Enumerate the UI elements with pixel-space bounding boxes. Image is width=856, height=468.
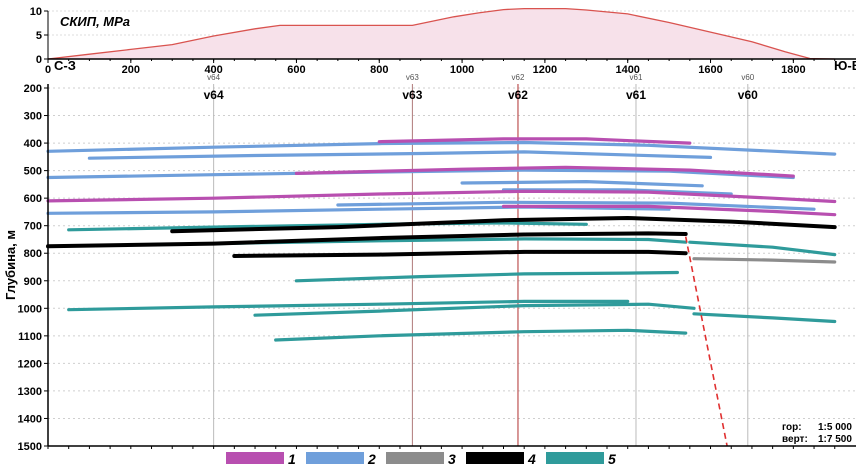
depth-axis-label: Глубина, м	[3, 230, 18, 300]
x-ticks: 0 200 400 600 800 1000 1200 1400 1600 1800	[45, 59, 836, 76]
well-label: v62	[508, 88, 528, 102]
horizon-line	[46, 140, 837, 156]
pressure-chart-title: СКИП, МРа	[60, 14, 130, 29]
pressure-y-ticks: 0 5 10	[30, 6, 48, 66]
depth-y-tick-label: 1400	[18, 413, 42, 425]
x-tick-label: 1800	[781, 64, 805, 76]
depth-y-tick-label: 1300	[18, 386, 42, 398]
horizon-line	[692, 257, 837, 264]
x-tick-label: 600	[287, 64, 305, 76]
horizon-line	[87, 150, 713, 160]
pressure-y-tick-label: 5	[36, 30, 42, 42]
well-small-label: v61	[630, 73, 643, 82]
scale-hor-label: гор:	[782, 422, 802, 433]
well-small-label: v62	[512, 73, 525, 82]
horizon-line	[232, 249, 688, 258]
well-label: v63	[402, 88, 422, 102]
scale-vert-label: верт:	[782, 434, 808, 445]
legend: 1 2 3 4 5	[226, 451, 616, 467]
depth-y-tick-label: 1200	[18, 358, 42, 370]
depth-section: v64 v64 v63 v63 v62 v62 v61 v61 v60 v60 200 300 400…	[3, 73, 856, 453]
pressure-y-tick-label: 0	[36, 54, 42, 66]
depth-y-tick-label: 700	[24, 221, 42, 233]
direction-left-label: С-З	[54, 58, 76, 73]
depth-y-tick-label: 300	[24, 111, 42, 123]
legend-swatch	[546, 452, 604, 464]
direction-right-label: Ю-В	[834, 58, 856, 73]
depth-y-tick-label: 1000	[18, 303, 42, 315]
depth-y-tick-label: 200	[24, 83, 42, 95]
scale-vert-value: 1:7 500	[818, 434, 852, 445]
well-small-label: v64	[207, 73, 220, 82]
legend-swatch	[226, 452, 284, 464]
x-tick-label: 1400	[615, 64, 639, 76]
well-label: v60	[738, 88, 758, 102]
legend-label: 5	[608, 451, 616, 467]
legend-label: 2	[367, 451, 376, 467]
x-tick-label: 800	[370, 64, 388, 76]
legend-swatch	[466, 452, 524, 464]
pressure-y-tick-label: 10	[30, 6, 42, 18]
well-label: v64	[204, 88, 224, 102]
x-tick-label: 0	[45, 64, 51, 76]
depth-y-tick-label: 600	[24, 193, 42, 205]
horizon-line	[274, 328, 688, 342]
depth-y-tick-label: 500	[24, 166, 42, 178]
horizon-line	[170, 216, 837, 234]
x-tick-label: 400	[204, 64, 222, 76]
scale-hor-value: 1:5 000	[818, 422, 852, 433]
horizon-line	[67, 299, 630, 312]
pressure-chart: 0 5 10 0 200 400 600 800 1000 1200 1400 1600 1800 С…	[30, 6, 856, 76]
depth-y-ticks: 200 300 400 500 600 700 800 900 1000 1100 1200 1300…	[18, 83, 48, 453]
horizons	[46, 137, 837, 342]
horizon-line	[46, 189, 837, 204]
horizon-line	[46, 231, 688, 249]
depth-y-tick-label: 400	[24, 138, 42, 150]
horizon-line	[253, 302, 696, 317]
well-small-label: v63	[406, 73, 419, 82]
plot-background	[48, 84, 856, 446]
x-tick-label: 1000	[450, 64, 474, 76]
x-tick-label: 1600	[698, 64, 722, 76]
legend-swatch	[386, 452, 444, 464]
legend-label: 1	[288, 451, 296, 467]
horizon-line	[692, 312, 837, 324]
horizon-line	[501, 204, 837, 217]
well-small-label: v60	[741, 73, 754, 82]
depth-y-tick-label: 900	[24, 276, 42, 288]
legend-label: 4	[527, 451, 536, 467]
horizon-line	[294, 165, 795, 178]
depth-y-tick-label: 1100	[18, 331, 42, 343]
depth-y-tick-label: 1500	[18, 441, 42, 453]
pressure-line	[47, 7, 835, 60]
horizon-line	[336, 200, 816, 211]
horizon-line	[688, 240, 837, 257]
horizon-line	[294, 270, 679, 283]
depth-y-tick-label: 800	[24, 248, 42, 260]
pressure-area	[48, 8, 835, 60]
legend-label: 3	[448, 451, 456, 467]
well-label: v61	[626, 88, 646, 102]
x-tick-label: 200	[122, 64, 140, 76]
x-tick-label: 1200	[533, 64, 557, 76]
horizon-line	[377, 137, 692, 145]
fault-line	[684, 236, 728, 447]
horizon-line	[460, 180, 704, 188]
scale-note: гор: 1:5 000 верт: 1:7 500	[782, 422, 852, 445]
legend-swatch	[306, 452, 364, 464]
